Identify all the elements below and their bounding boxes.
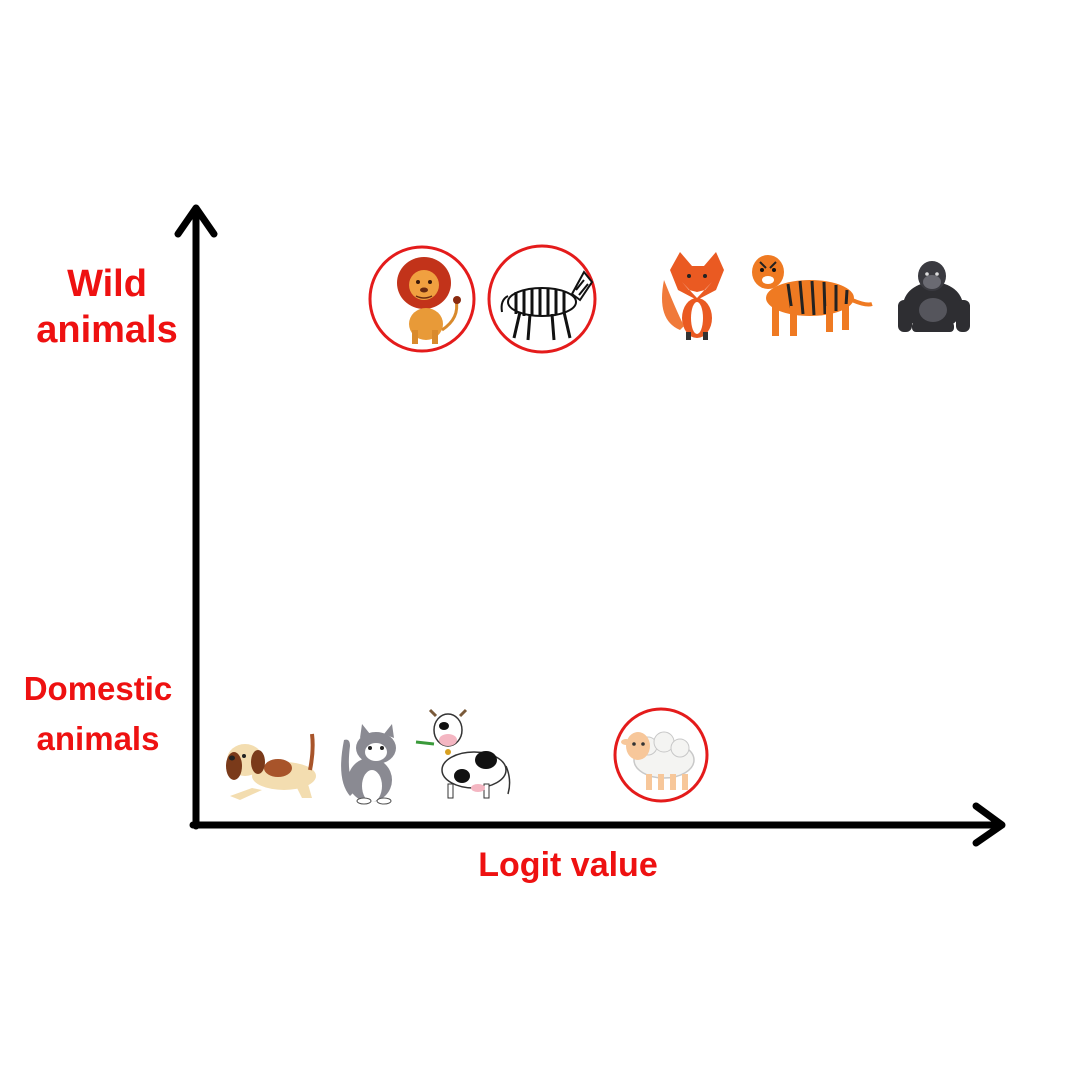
- tiger-icon: [752, 255, 873, 336]
- wild-animals-label-line2: animals: [36, 308, 178, 351]
- x-axis-arrowhead: [972, 802, 1006, 847]
- gorilla-icon: [898, 261, 970, 332]
- wild-animals-label-line1: Wild: [67, 263, 147, 305]
- cow-icon: [415, 708, 511, 799]
- domestic-animals-label-line2: animals: [36, 719, 160, 757]
- sheep-icon: [621, 731, 695, 790]
- zebra-highlight-circle: [487, 244, 597, 354]
- lion-highlight-circle: [368, 245, 476, 353]
- zebra-icon: [500, 270, 594, 341]
- sheep-highlight-circle: [613, 707, 709, 803]
- wild-animals-label: Wild animals: [22, 262, 192, 353]
- domestic-animals-label: Domestic animals: [10, 664, 186, 763]
- fox-icon: [662, 252, 724, 340]
- axes: [174, 204, 1006, 847]
- y-axis-arrowhead: [174, 204, 218, 238]
- dog-icon: [226, 733, 316, 800]
- domestic-animals-label-line1: Domestic: [23, 670, 173, 707]
- cat-icon: [341, 724, 396, 805]
- lion-icon: [397, 257, 461, 344]
- x-axis-label: Logit value: [478, 846, 658, 884]
